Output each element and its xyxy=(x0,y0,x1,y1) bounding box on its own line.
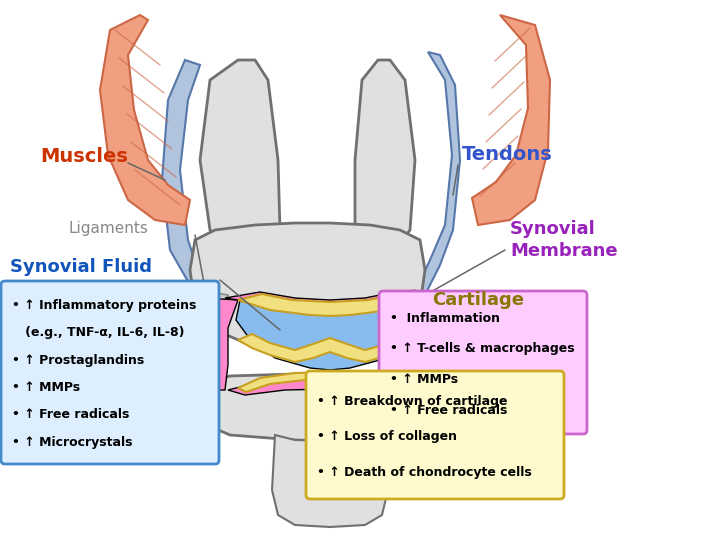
Polygon shape xyxy=(100,15,190,225)
Polygon shape xyxy=(238,294,410,316)
Text: • ↑ MMPs: • ↑ MMPs xyxy=(12,381,80,394)
Text: Cartilage: Cartilage xyxy=(432,291,524,309)
Polygon shape xyxy=(472,15,550,225)
Text: • ↑ Death of chondrocyte cells: • ↑ Death of chondrocyte cells xyxy=(317,465,532,479)
Text: • ↑ Free radicals: • ↑ Free radicals xyxy=(390,403,508,417)
Polygon shape xyxy=(192,298,238,390)
Polygon shape xyxy=(228,377,423,395)
FancyBboxPatch shape xyxy=(1,281,219,464)
Polygon shape xyxy=(190,374,430,441)
Text: • ↑ Inflammatory proteins: • ↑ Inflammatory proteins xyxy=(12,299,197,312)
Text: Ligaments: Ligaments xyxy=(68,220,148,235)
Polygon shape xyxy=(200,60,280,255)
Polygon shape xyxy=(400,52,460,325)
Polygon shape xyxy=(384,298,423,390)
Text: (e.g., TNF-α, IL-6, IL-8): (e.g., TNF-α, IL-6, IL-8) xyxy=(12,326,184,340)
Polygon shape xyxy=(272,435,388,527)
Text: • ↑ Loss of collagen: • ↑ Loss of collagen xyxy=(317,430,457,443)
Polygon shape xyxy=(238,334,418,362)
Polygon shape xyxy=(355,60,415,250)
Text: Synovial Fluid: Synovial Fluid xyxy=(10,258,152,276)
Text: • ↑ T-cells & macrophages: • ↑ T-cells & macrophages xyxy=(390,342,575,355)
Polygon shape xyxy=(225,292,407,310)
FancyBboxPatch shape xyxy=(306,371,564,499)
Polygon shape xyxy=(238,372,423,392)
Polygon shape xyxy=(190,223,425,350)
Text: • ↑ Prostaglandins: • ↑ Prostaglandins xyxy=(12,353,144,367)
Text: • ↑ MMPs: • ↑ MMPs xyxy=(390,373,458,386)
Polygon shape xyxy=(402,290,432,395)
Polygon shape xyxy=(182,290,228,395)
Text: Tendons: Tendons xyxy=(462,146,553,165)
FancyBboxPatch shape xyxy=(379,291,587,434)
Text: • ↑ Microcrystals: • ↑ Microcrystals xyxy=(12,436,132,449)
Polygon shape xyxy=(162,60,225,330)
Text: Synovial
Membrane: Synovial Membrane xyxy=(510,220,618,260)
Polygon shape xyxy=(236,300,410,370)
Text: •  Inflammation: • Inflammation xyxy=(390,311,500,325)
Text: Muscles: Muscles xyxy=(40,147,128,167)
Text: • ↑ Breakdown of cartilage: • ↑ Breakdown of cartilage xyxy=(317,395,508,408)
Text: • ↑ Free radicals: • ↑ Free radicals xyxy=(12,408,130,422)
